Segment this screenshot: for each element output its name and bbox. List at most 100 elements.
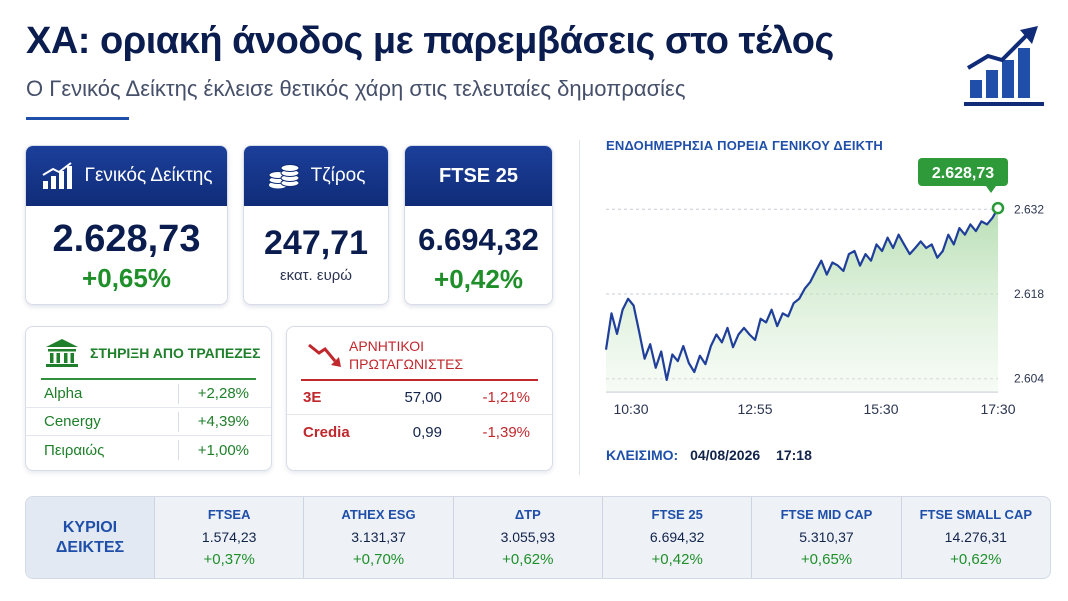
general-index-label: Γενικός Δείκτης xyxy=(84,165,213,186)
chart-series-line xyxy=(604,207,999,381)
main-indices-label: ΚΥΡΙΟΙ ΔΕΙΚΤΕΣ xyxy=(26,497,155,578)
index-cell: FTSEA 1.574,23 +0,37% xyxy=(155,497,305,578)
turnover-card: Τζίρος 247,71 εκατ. ευρώ xyxy=(243,145,389,305)
bank-name: Πειραιώς xyxy=(44,441,105,459)
decliners-divider xyxy=(301,379,538,381)
index-value: 3.055,93 xyxy=(500,529,556,545)
chart-area-fill xyxy=(606,208,998,392)
page-title: ΧΑ: οριακή άνοδος με παρεμβάσεις στο τέλ… xyxy=(26,20,834,62)
chart-title: ΕΝΔΟΗΜΕΡΗΣΙΑ ΠΟΡΕΙΑ ΓΕΝΙΚΟΥ ΔΕΙΚΤΗ xyxy=(606,138,883,153)
decliners-panel-title: ΑΡΝΗΤΙΚΟΙ ΠΡΩΤΑΓΩΝΙΣΤΕΣ xyxy=(349,337,463,373)
index-name: ATHEX ESG xyxy=(341,507,416,522)
stock-name: 3E xyxy=(303,389,322,406)
banks-panel-title: ΣΤΗΡΙΞΗ ΑΠΟ ΤΡΑΠΕΖΕΣ xyxy=(90,345,261,361)
index-value: 1.574,23 xyxy=(201,529,257,545)
main-indices-bar: ΚΥΡΙΟΙ ΔΕΙΚΤΕΣ FTSEA 1.574,23 +0,37% ATH… xyxy=(25,496,1051,579)
list-item: 3E 57,00 -1,21% xyxy=(287,381,552,415)
banks-list: Alpha +2,28% Cenergy +4,39% Πειραιώς +1,… xyxy=(26,380,271,464)
y-tick-label: 2.632 xyxy=(1014,202,1044,216)
decliners-list: 3E 57,00 -1,21% Credia 0,99 -1,39% xyxy=(287,381,552,449)
index-change: +0,37% xyxy=(203,551,255,568)
turnover-value: 247,71 xyxy=(264,224,368,262)
main-indices-label-line2: ΔΕΙΚΤΕΣ xyxy=(55,538,125,556)
index-value: 5.310,37 xyxy=(799,529,854,545)
close-info: ΚΛΕΙΣΙΜΟ: 04/08/2026 17:18 xyxy=(606,447,824,463)
y-tick-label: 2.618 xyxy=(1014,287,1044,301)
last-value-badge-pointer xyxy=(986,186,996,193)
index-value: 3.131,37 xyxy=(351,529,406,545)
column-divider xyxy=(178,440,179,460)
stock-change: -1,39% xyxy=(482,423,530,441)
index-name: FTSE SMALL CAP xyxy=(919,507,1033,522)
index-cell: ΔTP 3.055,93 +0,62% xyxy=(454,497,603,578)
last-point-marker xyxy=(991,201,1005,215)
list-item: Πειραιώς +1,00% xyxy=(26,436,271,464)
index-name: ΔTP xyxy=(514,507,541,522)
ftse25-card-header: FTSE 25 xyxy=(405,146,552,206)
index-name: FTSE MID CAP xyxy=(780,507,873,522)
stock-price: 0,99 xyxy=(412,423,442,441)
index-change: +0,70% xyxy=(352,551,405,568)
turnover-unit: εκατ. ευρώ xyxy=(279,267,353,284)
index-cell: FTSE SMALL CAP 14.276,31 +0,62% xyxy=(902,497,1050,578)
last-value-label: 2.628,73 xyxy=(932,165,994,182)
general-index-card: Γενικός Δείκτης 2.628,73 +0,65% xyxy=(25,145,228,305)
ftse25-change: +0,42% xyxy=(434,264,523,294)
bank-name: Cenergy xyxy=(44,413,101,430)
last-value-badge xyxy=(918,158,1008,186)
decliners-title-line1: ΑΡΝΗΤΙΚΟΙ xyxy=(349,338,425,354)
close-date: 04/08/2026 xyxy=(690,447,761,463)
decliners-title-line2: ΠΡΩΤΑΓΩΝΙΣΤΕΣ xyxy=(349,356,464,372)
decliners-panel: ΑΡΝΗΤΙΚΟΙ ΠΡΩΤΑΓΩΝΙΣΤΕΣ 3E 57,00 -1,21% … xyxy=(286,326,553,471)
banks-panel-header: ΣΤΗΡΙΞΗ ΑΠΟ ΤΡΑΠΕΖΕΣ xyxy=(26,327,271,369)
close-label: ΚΛΕΙΣΙΜΟ: xyxy=(606,447,679,463)
column-divider xyxy=(178,383,179,404)
index-change: +0,42% xyxy=(651,551,703,568)
general-index-change: +0,65% xyxy=(82,263,171,293)
page-subtitle: Ο Γενικός Δείκτης έκλεισε θετικός χάρη σ… xyxy=(26,76,686,101)
index-name: FTSEA xyxy=(207,507,251,522)
column-divider xyxy=(178,411,179,432)
coins-stack-icon xyxy=(268,164,300,189)
x-tick-label: 12:55 xyxy=(737,401,772,417)
banks-support-panel: ΣΤΗΡΙΞΗ ΑΠΟ ΤΡΑΠΕΖΕΣ Alpha +2,28% Cenerg… xyxy=(25,326,272,471)
index-change: +0,62% xyxy=(502,551,554,568)
turnover-label: Τζίρος xyxy=(310,165,366,186)
list-item: Cenergy +4,39% xyxy=(26,408,271,436)
x-tick-label: 10:30 xyxy=(613,401,648,417)
bar-growth-logo-icon xyxy=(964,26,1044,106)
index-cell: FTSE MID CAP 5.310,37 +0,65% xyxy=(752,497,902,578)
bank-change: +1,00% xyxy=(197,441,249,459)
title-underline xyxy=(26,117,129,120)
falling-arrow-icon xyxy=(308,343,341,367)
ftse25-card: FTSE 25 6.694,32 +0,42% xyxy=(404,145,553,305)
turnover-card-header: Τζίρος xyxy=(244,146,388,206)
ftse25-label: FTSE 25 xyxy=(439,164,518,187)
bank-name: Alpha xyxy=(44,385,83,402)
stock-name: Credia xyxy=(303,423,350,441)
index-change: +0,65% xyxy=(800,551,853,568)
index-name: FTSE 25 xyxy=(651,507,703,522)
decliners-panel-header: ΑΡΝΗΤΙΚΟΙ ΠΡΩΤΑΓΩΝΙΣΤΕΣ xyxy=(287,327,552,379)
general-index-card-header: Γενικός Δείκτης xyxy=(26,146,227,206)
bank-change: +4,39% xyxy=(197,413,249,430)
list-item: Credia 0,99 -1,39% xyxy=(287,415,552,449)
x-tick-label: 15:30 xyxy=(863,401,898,417)
bank-building-icon xyxy=(46,339,78,367)
index-value: 14.276,31 xyxy=(944,529,1007,545)
list-item: Alpha +2,28% xyxy=(26,380,271,408)
stock-change: -1,21% xyxy=(482,389,530,406)
index-cell: FTSE 25 6.694,32 +0,42% xyxy=(603,497,753,578)
y-tick-label: 2.604 xyxy=(1014,372,1044,386)
rising-chart-icon xyxy=(41,162,72,189)
intraday-chart: 2.632 2.618 2.604 10:30 12:55 15:30 17:30 2.62… xyxy=(604,158,1044,417)
main-indices-label-line1: ΚΥΡΙΟΙ xyxy=(62,518,118,536)
bank-change: +2,28% xyxy=(197,385,249,402)
section-divider xyxy=(579,140,580,475)
ftse25-value: 6.694,32 xyxy=(418,222,539,257)
banks-divider xyxy=(41,378,256,380)
close-time: 17:18 xyxy=(776,447,812,463)
index-cell: ATHEX ESG 3.131,37 +0,70% xyxy=(304,497,454,578)
index-value: 6.694,32 xyxy=(649,529,705,545)
general-index-value: 2.628,73 xyxy=(52,218,201,260)
